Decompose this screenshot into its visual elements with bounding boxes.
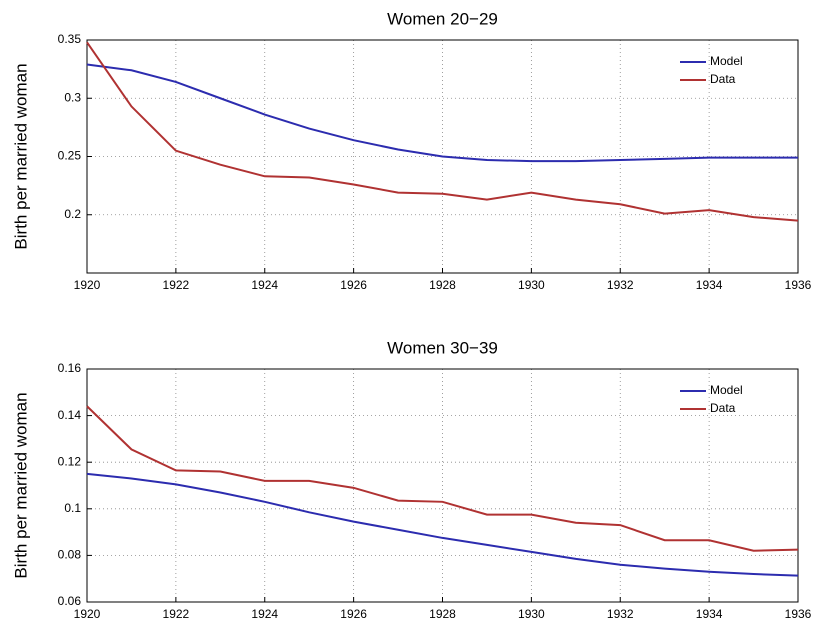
legend-label: Data: [710, 401, 736, 415]
legend-label: Model: [710, 383, 743, 397]
x-tick-label: 1928: [429, 278, 456, 292]
y-tick-label: 0.2: [64, 207, 81, 221]
data-line: [86, 405, 799, 552]
y-axis-label: Birth per married woman: [11, 63, 30, 249]
x-tick-label: 1928: [429, 607, 456, 621]
x-tick-label: 1924: [251, 607, 278, 621]
x-tick-label: 1930: [518, 607, 545, 621]
y-axis-label: Birth per married woman: [11, 392, 30, 578]
data-line: [86, 41, 799, 222]
data-line: [86, 472, 799, 577]
x-tick-label: 1930: [518, 278, 545, 292]
x-tick-label: 1924: [251, 278, 278, 292]
x-tick-label: 1922: [163, 607, 190, 621]
y-tick-label: 0.1: [64, 501, 81, 515]
y-tick-label: 0.35: [58, 32, 82, 46]
chart-title: Women 20−29: [387, 9, 498, 28]
chart-title: Women 30−39: [387, 338, 498, 357]
x-tick-label: 1932: [607, 607, 634, 621]
x-tick-label: 1932: [607, 278, 634, 292]
x-tick-label: 1920: [74, 607, 101, 621]
plot-frame: [86, 39, 799, 274]
y-tick-label: 0.14: [58, 408, 82, 422]
y-tick-label: 0.08: [58, 548, 82, 562]
y-tick-label: 0.16: [58, 361, 82, 375]
legend-label: Data: [710, 72, 736, 86]
x-tick-label: 1926: [340, 278, 367, 292]
x-tick-label: 1934: [696, 607, 723, 621]
x-tick-label: 1920: [74, 278, 101, 292]
y-tick-label: 0.12: [58, 454, 82, 468]
y-tick-label: 0.06: [58, 594, 82, 608]
legend-label: Model: [710, 54, 743, 68]
x-tick-label: 1934: [696, 278, 723, 292]
y-tick-label: 0.25: [58, 149, 82, 163]
x-tick-label: 1926: [340, 607, 367, 621]
y-tick-label: 0.3: [64, 90, 81, 104]
x-tick-label: 1936: [785, 607, 812, 621]
x-tick-label: 1922: [163, 278, 190, 292]
data-line: [86, 63, 798, 163]
x-tick-label: 1936: [785, 278, 812, 292]
plot-frame: [86, 368, 799, 603]
